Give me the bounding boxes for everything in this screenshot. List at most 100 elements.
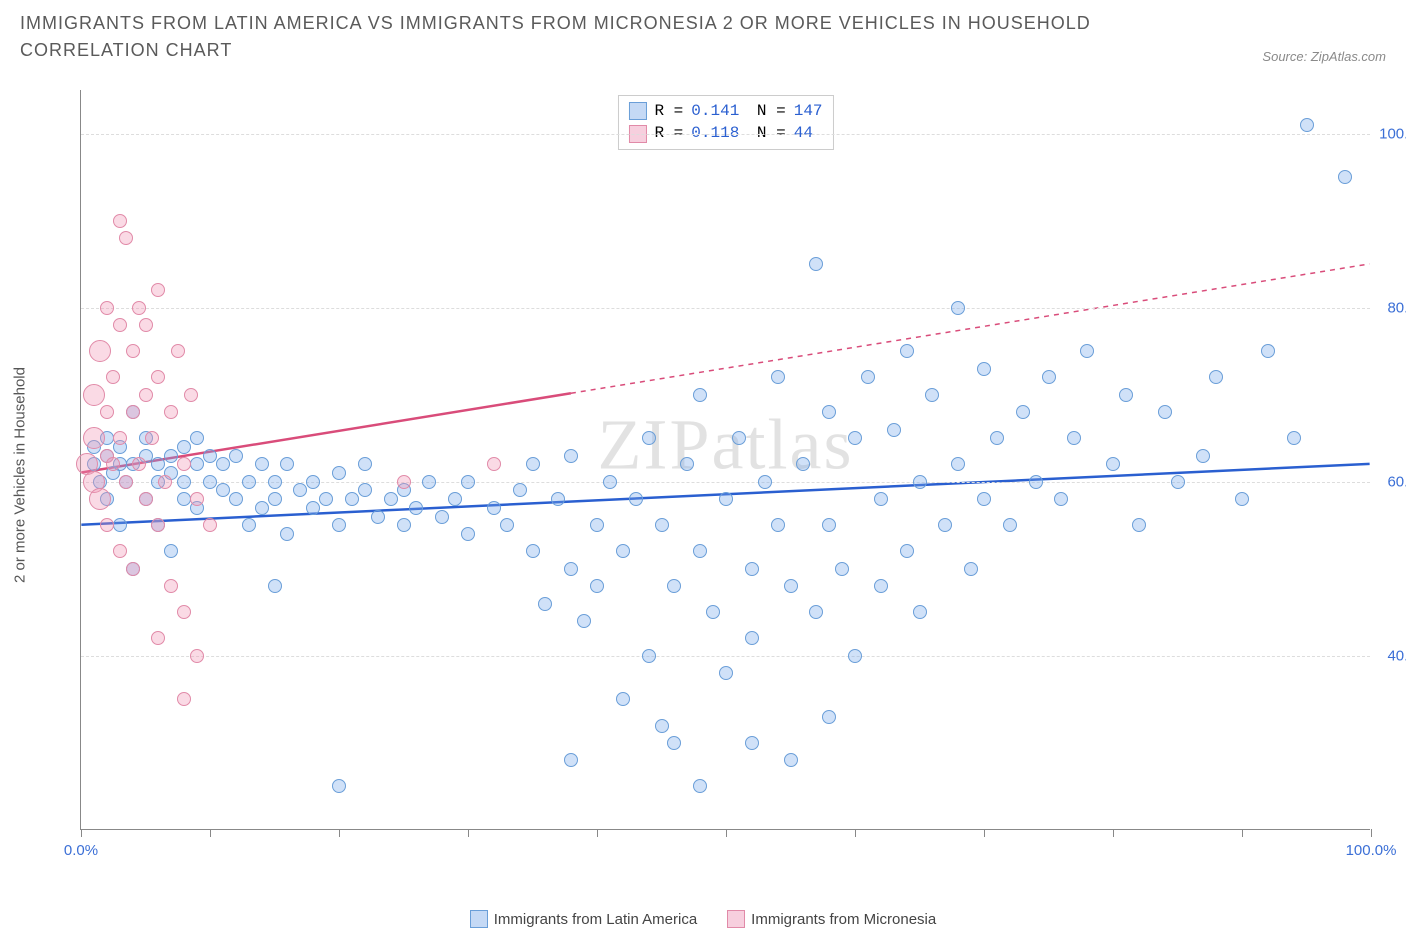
y-tick-label: 80.0% (1387, 299, 1406, 316)
data-point (435, 510, 449, 524)
chart-title: IMMIGRANTS FROM LATIN AMERICA VS IMMIGRA… (20, 10, 1120, 64)
data-point (1119, 388, 1133, 402)
data-point (371, 510, 385, 524)
data-point (190, 492, 204, 506)
data-point (151, 370, 165, 384)
data-point (951, 301, 965, 315)
data-point (358, 457, 372, 471)
data-point (642, 431, 656, 445)
data-point (1054, 492, 1068, 506)
data-point (900, 544, 914, 558)
data-point (913, 475, 927, 489)
data-point (268, 579, 282, 593)
data-point (784, 579, 798, 593)
data-point (177, 492, 191, 506)
data-point (332, 466, 346, 480)
data-point (242, 518, 256, 532)
data-point (345, 492, 359, 506)
data-point (126, 344, 140, 358)
data-point (719, 492, 733, 506)
data-point (190, 649, 204, 663)
data-point (203, 475, 217, 489)
data-point (538, 597, 552, 611)
data-point (526, 457, 540, 471)
data-point (874, 492, 888, 506)
data-point (822, 710, 836, 724)
x-tick (855, 829, 856, 837)
y-axis-label: 2 or more Vehicles in Household (12, 367, 29, 583)
data-point (106, 370, 120, 384)
data-point (577, 614, 591, 628)
data-point (448, 492, 462, 506)
data-point (551, 492, 565, 506)
data-point (874, 579, 888, 593)
stat-row-series1: R = 0.141 N = 147 (628, 100, 822, 122)
x-tick (1242, 829, 1243, 837)
trend-lines (81, 90, 1370, 829)
data-point (126, 562, 140, 576)
x-tick-label: 0.0% (64, 842, 98, 859)
data-point (151, 631, 165, 645)
stat-n-value-1: 147 (794, 100, 823, 122)
data-point (500, 518, 514, 532)
data-point (83, 384, 105, 406)
data-point (164, 544, 178, 558)
y-tick-label: 100.0% (1379, 125, 1406, 142)
x-tick (726, 829, 727, 837)
data-point (680, 457, 694, 471)
data-point (564, 449, 578, 463)
data-point (255, 457, 269, 471)
data-point (177, 475, 191, 489)
data-point (113, 518, 127, 532)
data-point (268, 492, 282, 506)
legend-item-series2: Immigrants from Micronesia (727, 910, 936, 928)
chart-header: IMMIGRANTS FROM LATIN AMERICA VS IMMIGRA… (0, 0, 1406, 64)
legend-item-series1: Immigrants from Latin America (470, 910, 697, 928)
y-tick-label: 40.0% (1387, 647, 1406, 664)
data-point (126, 405, 140, 419)
data-point (397, 518, 411, 532)
data-point (332, 518, 346, 532)
data-point (119, 231, 133, 245)
data-point (171, 344, 185, 358)
data-point (667, 579, 681, 593)
data-point (158, 475, 172, 489)
watermark: ZIPatlas (598, 403, 854, 486)
data-point (89, 340, 111, 362)
data-point (190, 431, 204, 445)
data-point (164, 449, 178, 463)
x-tick (210, 829, 211, 837)
x-tick (1113, 829, 1114, 837)
data-point (229, 492, 243, 506)
data-point (990, 431, 1004, 445)
data-point (461, 527, 475, 541)
data-point (461, 475, 475, 489)
data-point (177, 440, 191, 454)
data-point (616, 544, 630, 558)
data-point (616, 692, 630, 706)
data-point (422, 475, 436, 489)
data-point (964, 562, 978, 576)
data-point (938, 518, 952, 532)
data-point (139, 318, 153, 332)
source-prefix: Source: (1262, 49, 1307, 64)
data-point (655, 719, 669, 733)
data-point (1171, 475, 1185, 489)
data-point (132, 457, 146, 471)
data-point (1287, 431, 1301, 445)
data-point (177, 692, 191, 706)
legend-swatch-2 (727, 910, 745, 928)
data-point (1235, 492, 1249, 506)
data-point (177, 457, 191, 471)
data-point (693, 544, 707, 558)
data-point (745, 736, 759, 750)
data-point (358, 483, 372, 497)
data-point (887, 423, 901, 437)
data-point (745, 562, 759, 576)
data-point (848, 431, 862, 445)
stat-r-value-1: 0.141 (691, 100, 739, 122)
data-point (113, 214, 127, 228)
data-point (1042, 370, 1056, 384)
data-point (719, 666, 733, 680)
data-point (861, 370, 875, 384)
